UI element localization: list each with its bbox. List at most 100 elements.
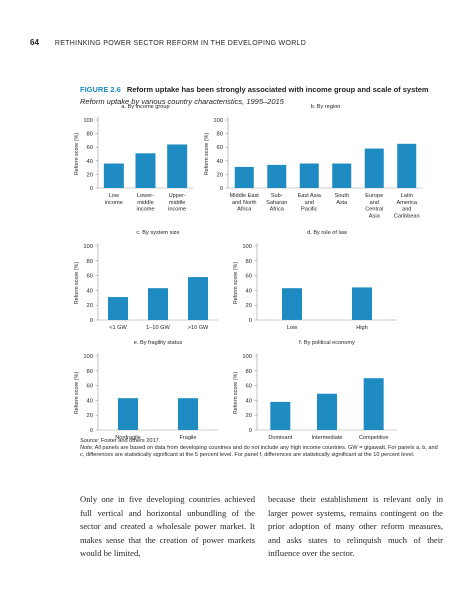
y-tick-label: 0 (220, 186, 223, 192)
x-tick-label-line: income (168, 207, 186, 213)
x-tick-label-line: Asia (336, 200, 348, 206)
x-tick-label: Lower-middle income (136, 193, 154, 213)
x-tick-label-line: Pacific (301, 207, 318, 213)
x-tick-label-line: income (105, 200, 123, 206)
bar-1 (118, 398, 138, 430)
panel-title: c. By system size (136, 230, 179, 236)
x-tick-label-line: Latin (401, 193, 413, 199)
body-column-2: because their establishment is relevant … (268, 494, 443, 558)
x-tick-label-line: and North (232, 200, 257, 206)
x-tick-label: Competitive (359, 435, 389, 441)
y-tick-label: 100 (242, 354, 252, 360)
y-tick-label: 100 (83, 118, 93, 124)
note-label: Note: (80, 445, 94, 452)
panel-title: d. By rule of law (307, 230, 348, 236)
x-tick-label-line: Caribbean (394, 213, 420, 219)
bar-1 (103, 163, 124, 188)
bar-2 (317, 393, 337, 430)
y-tick-label: 0 (90, 318, 93, 324)
y-tick-label: 20 (246, 413, 252, 419)
y-axis-label: Reform score (%) (233, 262, 239, 304)
bar-1 (108, 297, 128, 320)
x-tick-label-line: Asia (369, 213, 381, 219)
x-tick-label: Sub-Saharan Africa (266, 193, 287, 213)
x-tick-label-line: America (396, 200, 417, 206)
source-line: Source: Foster and others 2017. (80, 438, 442, 445)
bar-1 (270, 401, 291, 430)
y-tick-label: 80 (246, 259, 252, 265)
y-tick-label: 40 (87, 288, 93, 294)
x-tick-label: Low income (105, 193, 123, 206)
x-tick-label-line: Africa (270, 207, 285, 213)
y-tick-label: 40 (217, 159, 223, 165)
chart-panel-d: d. By rule of law 0 20 40 60 80 100 Reform scor… (233, 230, 397, 331)
x-tick-label-line: Competitive (359, 435, 389, 441)
x-tick-label-line: Fragile (179, 435, 196, 441)
y-tick-label: 0 (90, 186, 93, 192)
x-tick-label-line: Europe (365, 193, 383, 199)
x-tick-label-line: East Asia (298, 193, 322, 199)
y-tick-label: 20 (87, 172, 93, 178)
y-tick-label: 80 (87, 259, 93, 265)
y-tick-label: 0 (90, 428, 93, 434)
source-note: Source: Foster and others 2017. Note: Al… (80, 438, 442, 460)
figure-title: FIGURE 2.6 Reform uptake has been strongl… (80, 85, 440, 94)
x-tick-label: Europe and Central Asia (365, 193, 383, 219)
y-tick-label: 80 (246, 369, 252, 375)
bar-4 (332, 163, 352, 188)
x-tick-label-line: Dominant (268, 435, 292, 441)
chart-panel-f: f. By political economy 0 20 40 60 80 100 Refor… (233, 340, 397, 441)
y-tick-label: 20 (87, 303, 93, 309)
y-axis-label: Reform score (%) (74, 133, 80, 175)
x-tick-label: East Asia and Pacific (298, 193, 322, 213)
x-tick-label-line: middle (169, 200, 185, 206)
x-tick-label-line: middle (137, 200, 153, 206)
x-tick-label-line: Africa (237, 207, 252, 213)
chart-panel-e: e. By fragility status 0 20 40 60 80 100 Reform… (74, 340, 218, 441)
figure-main-title: Reform uptake has been strongly associat… (126, 85, 429, 94)
y-tick-label: 80 (87, 132, 93, 138)
y-tick-label: 60 (87, 274, 93, 280)
bar-2 (178, 398, 198, 430)
chart-panel-c: c. By system size 0 20 40 60 80 100 Reform scor… (74, 230, 218, 331)
y-axis-label: Reform score (%) (74, 372, 80, 414)
panel-title: a. By income group (121, 104, 169, 110)
bar-2 (148, 288, 168, 320)
bar-6 (397, 143, 417, 188)
running-title: RETHINKING POWER SECTOR REFORM IN THE DE… (54, 40, 307, 47)
x-tick-label-line: South (334, 193, 349, 199)
y-axis-label: Reform score (%) (204, 133, 210, 175)
y-tick-label: 100 (242, 244, 252, 250)
y-tick-label: 0 (249, 428, 252, 434)
chart-panel-a: a. By income group 0 20 40 60 80 100 Reform sco… (74, 104, 193, 213)
y-tick-label: 40 (246, 398, 252, 404)
x-tick-label: High (356, 325, 368, 331)
x-tick-label-line: Middle East (230, 193, 260, 199)
chart-panel-b: b. By region 0 20 40 60 80 100 Reform score (%)… (204, 104, 423, 219)
y-tick-label: 20 (87, 413, 93, 419)
panel-title: e. By fragility status (134, 340, 183, 346)
bar-3 (299, 163, 319, 188)
x-tick-label-line: and (305, 200, 314, 206)
x-tick-label-line: Intermediate (311, 435, 342, 441)
x-tick-label: <1 GW (109, 325, 127, 331)
panel-title: f. By political economy (299, 340, 355, 346)
bar-3 (188, 277, 208, 320)
x-tick-label-line: >10 GW (188, 325, 209, 331)
x-tick-label: South Asia (334, 193, 349, 206)
bar-3 (363, 378, 384, 430)
x-tick-label-line: 1–10 GW (146, 325, 170, 331)
bar-1 (234, 166, 254, 188)
panel-title: b. By region (311, 104, 341, 110)
y-tick-label: 0 (249, 318, 252, 324)
page-header: 64 RETHINKING POWER SECTOR REFORM IN THE… (30, 38, 306, 47)
y-tick-label: 100 (83, 354, 93, 360)
bar-5 (364, 148, 384, 188)
x-tick-label: Latin America and Caribbean (394, 193, 420, 219)
y-tick-label: 20 (246, 303, 252, 309)
x-tick-label-line: Nonfragile (115, 435, 141, 441)
bar-2 (267, 164, 287, 188)
page-number: 64 (30, 38, 39, 47)
y-tick-label: 60 (87, 145, 93, 151)
figure-label: FIGURE 2.6 (80, 85, 121, 94)
